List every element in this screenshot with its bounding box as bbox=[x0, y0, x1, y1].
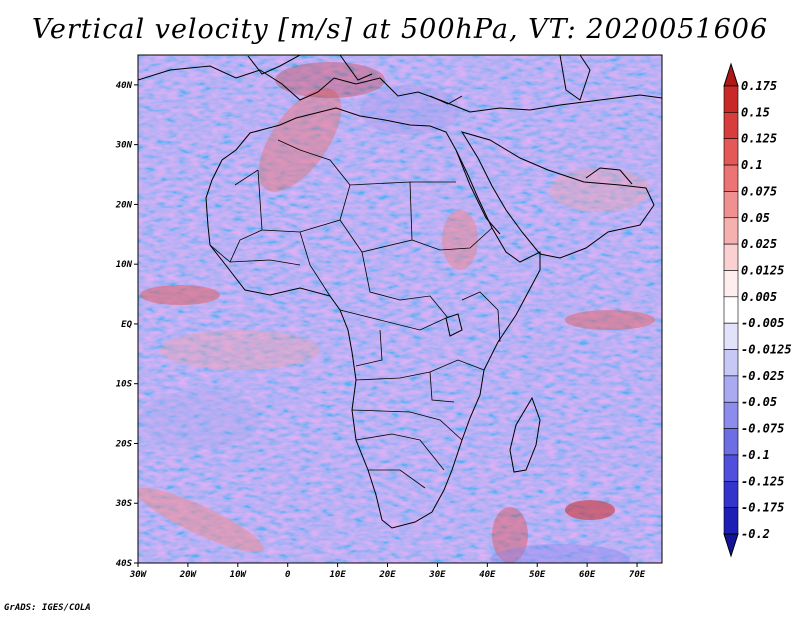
colorbar-segment bbox=[723, 85, 739, 113]
colorbar-label: 0.05 bbox=[741, 211, 770, 225]
colorbar-label: 0.075 bbox=[741, 184, 777, 198]
colorbar-segment bbox=[723, 375, 739, 403]
colorbar-label: -0.075 bbox=[741, 422, 784, 436]
lat-tick-label: 20S bbox=[115, 439, 133, 449]
lon-tick-label: 10E bbox=[329, 570, 346, 580]
colorbar-segment bbox=[723, 480, 739, 508]
lon-tick-label: 30W bbox=[129, 570, 148, 580]
colorbar-segment bbox=[723, 164, 739, 192]
colorbar-segment bbox=[723, 296, 739, 324]
country-borders bbox=[209, 139, 501, 489]
lat-tick-label: 10S bbox=[116, 380, 133, 390]
credit-label: GrADS: IGES/COLA bbox=[4, 603, 91, 613]
map-title: Vertical velocity [m/s] at 500hPa, VT: 2… bbox=[31, 14, 769, 45]
colorbar-segment bbox=[723, 454, 739, 482]
colorbar-label: 0.005 bbox=[741, 290, 777, 304]
lat-tick-label: 30N bbox=[115, 141, 133, 151]
lon-tick-label: 20W bbox=[179, 570, 198, 580]
colorbar-top-arrow bbox=[723, 62, 739, 87]
lon-tick-label: 10W bbox=[230, 570, 248, 580]
colorbar: 0.175 0.15 0.125 0.1 0.075 0.05 0.025 0.0125 0.0… bbox=[723, 62, 792, 558]
lat-tick-label: EQ bbox=[121, 320, 132, 330]
europe-coastline bbox=[138, 65, 662, 113]
axis-ticks: 30W 20W 10W 0 10E 20E 30E 40E 50E 60E 70E 40N 30N 20N… bbox=[115, 81, 646, 580]
colorbar-label: 0.1 bbox=[741, 158, 763, 172]
colorbar-segment bbox=[723, 270, 739, 298]
colorbar-segment bbox=[723, 401, 739, 429]
colorbar-segment bbox=[723, 138, 739, 166]
lat-tick-label: 40N bbox=[116, 81, 133, 91]
colorbar-segment bbox=[723, 191, 739, 219]
velocity-field bbox=[138, 55, 662, 563]
lon-tick-label: 70E bbox=[629, 570, 646, 580]
colorbar-segment bbox=[723, 217, 739, 245]
lon-tick-label: 20E bbox=[378, 570, 396, 580]
lon-tick-label: 50E bbox=[529, 570, 546, 580]
africa-coastline bbox=[205, 107, 541, 529]
madagascar-coastline bbox=[509, 396, 541, 473]
colorbar-label: -0.0125 bbox=[741, 343, 792, 357]
colorbar-label: -0.1 bbox=[741, 448, 770, 462]
colorbar-label: 0.125 bbox=[741, 132, 777, 146]
arabia-coastline bbox=[460, 131, 655, 259]
colorbar-segment bbox=[723, 322, 739, 350]
colorbar-label: 0.025 bbox=[741, 237, 777, 251]
lat-tick-label: 30S bbox=[115, 499, 133, 509]
colorbar-label: 0.15 bbox=[741, 105, 770, 119]
colorbar-bottom-arrow bbox=[723, 533, 739, 558]
colorbar-label: -0.2 bbox=[741, 527, 770, 541]
lat-tick-label: 20N bbox=[115, 200, 133, 210]
lat-tick-label: 10N bbox=[116, 260, 133, 270]
lat-tick-label: 40S bbox=[116, 559, 133, 569]
colorbar-segment bbox=[723, 243, 739, 271]
lon-tick-label: 60E bbox=[579, 570, 596, 580]
colorbar-segment bbox=[723, 112, 739, 140]
colorbar-label: -0.125 bbox=[741, 474, 784, 488]
colorbar-label: -0.005 bbox=[741, 316, 784, 330]
colorbar-label: -0.05 bbox=[741, 395, 777, 409]
colorbar-label: -0.175 bbox=[741, 501, 784, 515]
colorbar-segment bbox=[723, 349, 739, 377]
lon-tick-label: 40E bbox=[479, 570, 496, 580]
lon-tick-label: 0 bbox=[285, 570, 291, 580]
plot-frame bbox=[137, 54, 663, 564]
colorbar-label: 0.0125 bbox=[741, 263, 784, 277]
colorbar-segment bbox=[723, 428, 739, 456]
lon-tick-label: 30E bbox=[428, 570, 446, 580]
colorbar-label: 0.175 bbox=[741, 79, 777, 93]
coastlines bbox=[138, 55, 662, 529]
colorbar-label: -0.025 bbox=[741, 369, 784, 383]
colorbar-segment bbox=[723, 507, 739, 535]
